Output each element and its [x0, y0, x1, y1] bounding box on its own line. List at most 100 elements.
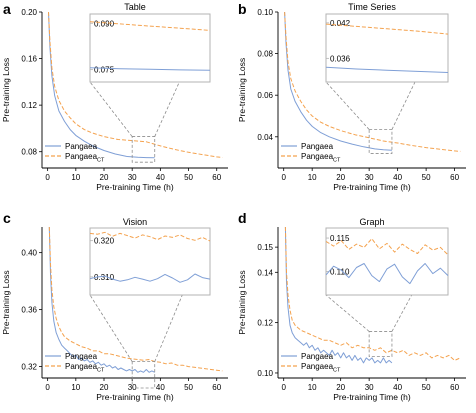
legend-subscript-ct: CT	[333, 368, 341, 374]
series-line-pangaea-ct	[48, 226, 223, 372]
x-tick-label: 60	[212, 383, 221, 392]
panel-b: b Time Series 0 10 20 30 40 50 60 0.04 0.06 0.08 0.1…	[237, 1, 466, 192]
y-axis-label: Pre-training Loss	[237, 58, 247, 122]
y-tick-label: 0.40	[21, 249, 37, 258]
inset-y-tick-label: 0.075	[94, 66, 115, 75]
y-tick-label: 0.36	[21, 306, 37, 315]
inset-line-pangaea	[325, 66, 449, 73]
x-tick-label: 10	[71, 383, 80, 392]
y-tick-label: 0.14	[257, 268, 273, 277]
panel-d: d Graph 0 10 20 30 40 50 60 0.10 0.12 0.14 0.15 Pre-t…	[237, 210, 466, 402]
legend-label-pangaea: Pangaea	[301, 352, 334, 361]
inset-line-pangaea	[89, 67, 211, 71]
inset-y-tick-label: 0.115	[330, 234, 350, 243]
y-tick-label: 0.10	[257, 8, 273, 17]
x-tick-label: 30	[365, 383, 374, 392]
y-axis-label: Pre-training Loss	[1, 270, 11, 334]
inset-frame	[89, 227, 211, 296]
zoom-connector	[89, 81, 133, 137]
legend-label-pangaea: Pangaea	[65, 142, 98, 151]
panel-title: Time Series	[348, 2, 396, 12]
x-tick-label: 0	[45, 173, 50, 182]
inset-line-pangaea-ct	[325, 238, 449, 256]
series-line-pangaea	[284, 226, 393, 364]
legend-label-pangaea: Pangaea	[301, 142, 334, 151]
panel-title: Table	[124, 2, 146, 12]
x-axis-label: Pre-training Time (h)	[333, 182, 411, 192]
y-tick-label: 0.04	[257, 133, 273, 142]
x-tick-label: 50	[422, 173, 431, 182]
zoom-connector	[89, 294, 133, 362]
y-axis-label: Pre-training Loss	[1, 58, 11, 122]
zoom-inset: 0.110 0.115	[325, 227, 449, 296]
panel-title: Graph	[359, 217, 384, 227]
panel-letter: a	[3, 1, 11, 17]
x-tick-label: 40	[156, 173, 165, 182]
y-tick-label: 0.20	[21, 8, 37, 17]
x-tick-label: 0	[281, 383, 286, 392]
panel-letter: c	[3, 210, 11, 226]
x-tick-label: 50	[422, 383, 431, 392]
x-tick-label: 60	[212, 173, 221, 182]
inset-y-tick-label: 0.036	[330, 54, 351, 63]
x-tick-label: 50	[184, 173, 193, 182]
y-axis-label: Pre-training Loss	[237, 270, 247, 334]
y-tick-label: 0.32	[21, 363, 37, 372]
panel-a: a Table 0 10 20 30 40 50 60 0.08 0.12 0.16 0.20 Pre-t…	[1, 1, 228, 192]
panel-title: Vision	[123, 217, 147, 227]
x-tick-label: 40	[393, 173, 402, 182]
x-tick-label: 40	[393, 383, 402, 392]
legend-label-pangaea-ct: PangaeaCT	[301, 152, 341, 164]
x-tick-label: 40	[156, 383, 165, 392]
zoom-connector	[325, 294, 370, 332]
x-tick-label: 60	[450, 383, 459, 392]
x-tick-label: 0	[45, 383, 50, 392]
y-tick-label: 0.06	[257, 91, 273, 100]
y-tick-label: 0.12	[21, 101, 37, 110]
inset-y-tick-label: 0.090	[94, 19, 115, 28]
zoom-region-box	[368, 129, 393, 154]
x-tick-label: 30	[365, 173, 374, 182]
zoom-connector	[325, 81, 370, 130]
x-tick-label: 20	[336, 173, 345, 182]
y-tick-label: 0.10	[257, 369, 273, 378]
zoom-inset: 0.075 0.090	[89, 13, 211, 83]
inset-frame	[89, 13, 211, 83]
inset-line-pangaea-ct	[89, 21, 211, 31]
series-line-pangaea-ct	[284, 226, 461, 361]
inset-line-pangaea	[89, 273, 211, 283]
x-tick-label: 20	[100, 173, 109, 182]
legend-subscript-ct: CT	[97, 158, 105, 164]
y-tick-label: 0.12	[257, 319, 273, 328]
panel-letter: d	[238, 210, 247, 226]
x-tick-label: 30	[128, 173, 137, 182]
legend-subscript-ct: CT	[333, 158, 341, 164]
zoom-region-box	[368, 331, 393, 358]
inset-y-tick-label: 0.320	[94, 237, 115, 246]
x-tick-label: 10	[308, 173, 317, 182]
y-tick-label: 0.08	[21, 148, 37, 157]
zoom-inset: 0.310 0.320	[89, 227, 211, 296]
x-tick-label: 20	[100, 383, 109, 392]
legend-subscript-ct: CT	[97, 368, 105, 374]
inset-frame	[325, 227, 449, 296]
series-line-pangaea-ct	[284, 11, 461, 152]
inset-line-pangaea-ct	[89, 231, 211, 242]
x-axis-label: Pre-training Time (h)	[96, 392, 174, 402]
y-tick-label: 0.08	[257, 50, 273, 59]
series-line-pangaea	[48, 226, 155, 373]
inset-line-pangaea-ct	[325, 23, 449, 35]
x-tick-label: 60	[450, 173, 459, 182]
inset-y-tick-label: 0.310	[94, 273, 115, 282]
legend-label-pangaea-ct: PangaeaCT	[301, 362, 341, 374]
x-tick-label: 10	[308, 383, 317, 392]
zoom-region-box	[131, 136, 156, 163]
y-tick-label: 0.15	[257, 243, 273, 252]
legend-label-pangaea: Pangaea	[65, 352, 98, 361]
legend-label-pangaea-ct: PangaeaCT	[65, 362, 105, 374]
